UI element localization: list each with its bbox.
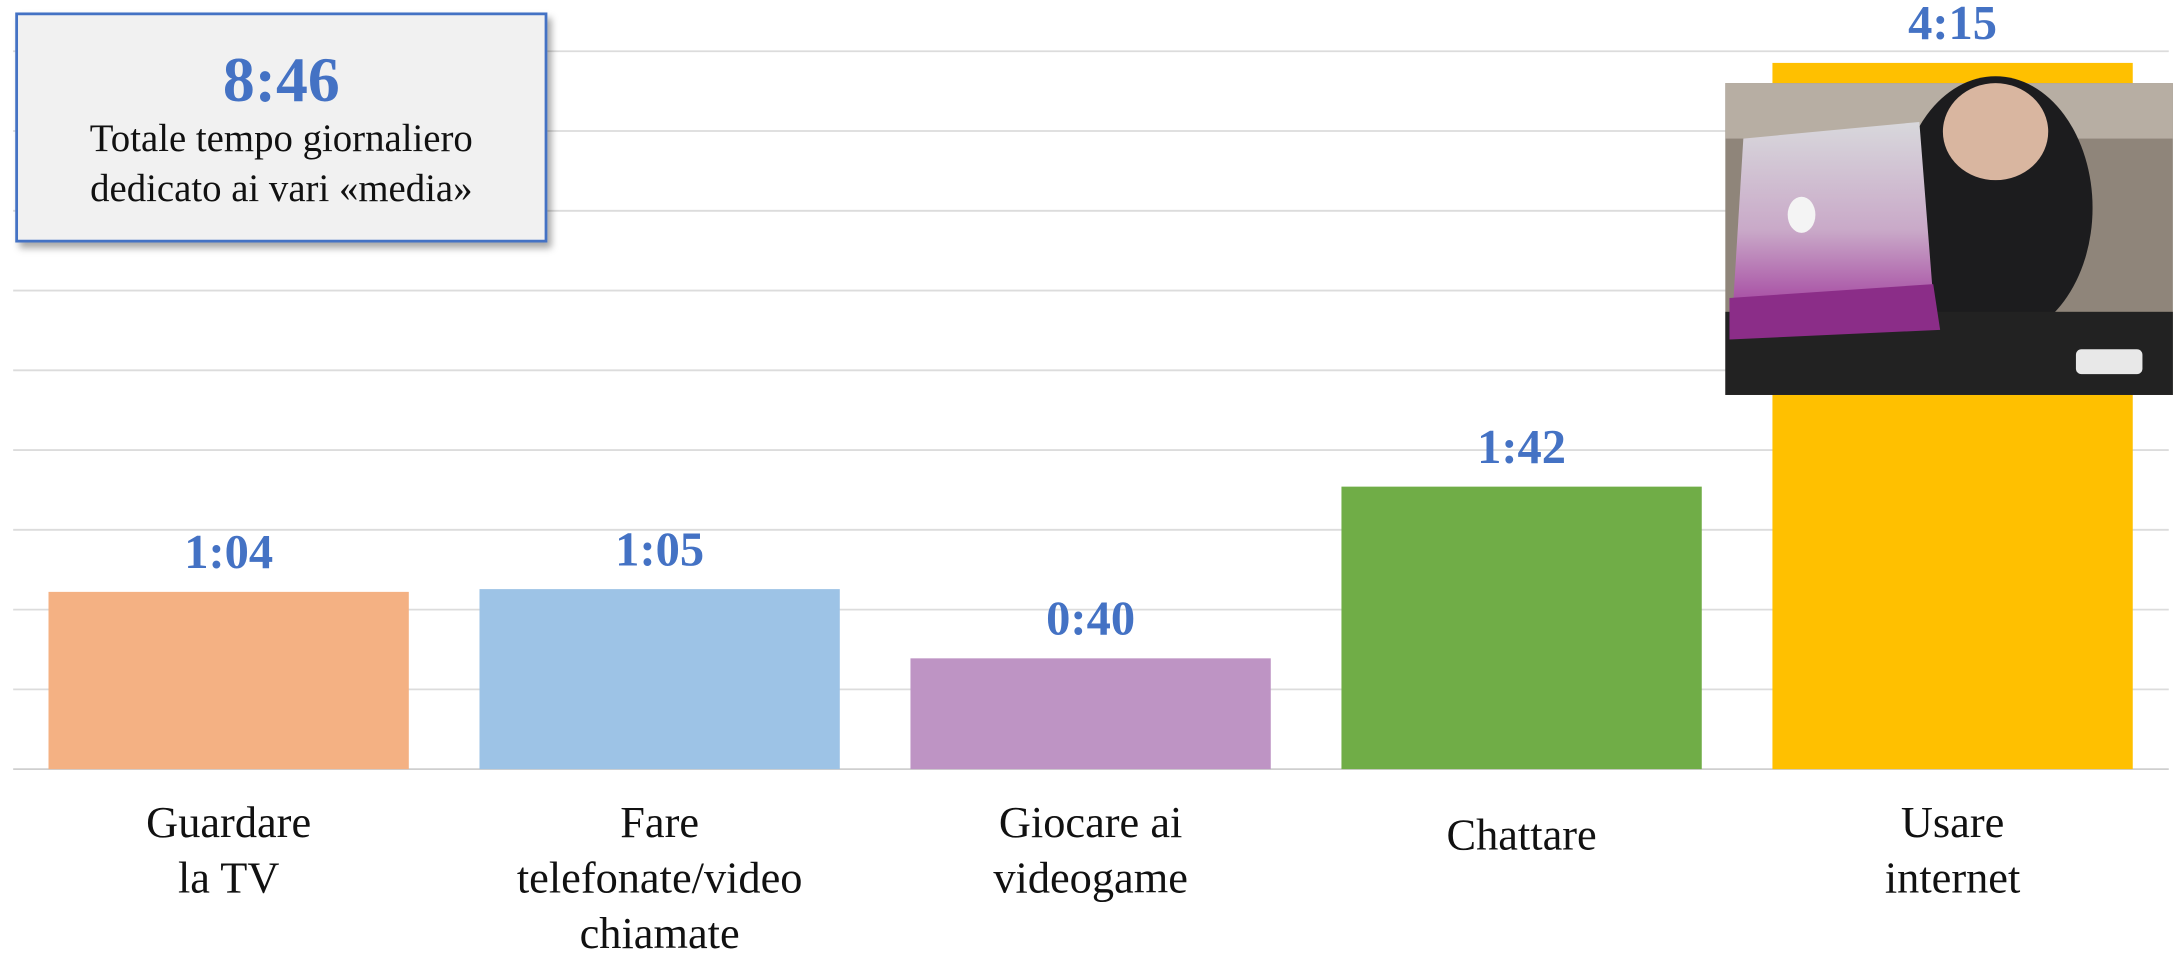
- bar: [48, 591, 409, 770]
- value-label: 1:04: [184, 525, 274, 580]
- photo-face: [1942, 83, 2049, 181]
- photo-logo: [1787, 196, 1816, 233]
- bar: [479, 589, 840, 770]
- photo-laptop: [1732, 121, 1934, 319]
- value-label: 1:05: [615, 522, 705, 577]
- total-box: 8:46 Totale tempo giornaliero dedicato a…: [15, 12, 548, 243]
- x-tick-label: Giocare ai videogame: [993, 796, 1188, 903]
- value-label: 1:42: [1477, 420, 1567, 475]
- total-caption: Totale tempo giornaliero: [89, 117, 473, 161]
- bar: [910, 658, 1271, 770]
- x-tick-label: Chattare: [1446, 809, 1597, 860]
- x-tick-label: Fare telefonate/video chiamate: [516, 796, 803, 958]
- photo: [1725, 76, 2173, 395]
- x-tick-label: Guardare la TV: [146, 796, 312, 903]
- total-caption: dedicato ai vari «media»: [90, 167, 473, 211]
- x-tick-label: Usare internet: [1884, 796, 2021, 903]
- value-label: 4:15: [1908, 0, 1998, 51]
- photo-phone: [2075, 349, 2143, 375]
- value-label: 0:40: [1046, 591, 1136, 646]
- bar: [1341, 486, 1702, 770]
- photo-sleeve: [1729, 284, 1941, 340]
- total-value: 8:46: [222, 44, 340, 116]
